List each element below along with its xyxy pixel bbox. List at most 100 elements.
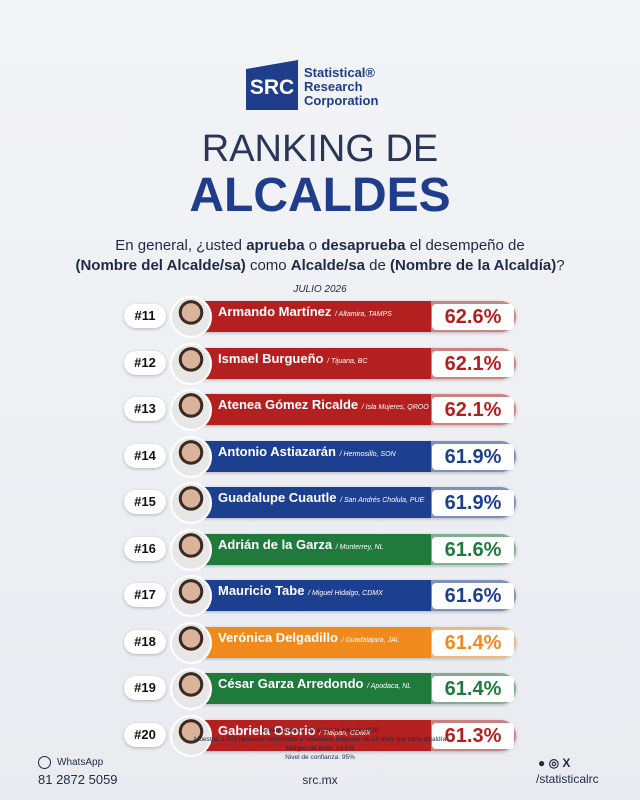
whatsapp: WhatsApp xyxy=(57,757,104,769)
approval: 61.3% xyxy=(432,722,514,749)
photo xyxy=(170,575,212,617)
photo xyxy=(170,621,212,664)
candidate-name: Mauricio Tabe xyxy=(218,583,305,598)
ranking-row: #11 Armando Martínez / Altamira, TAMPS 62.… xyxy=(0,296,640,338)
q-text: como xyxy=(245,257,291,274)
candidate-place: / Tijuana, BC xyxy=(327,357,368,365)
logo-line: Corporation xyxy=(304,93,379,108)
question-line: En general, ¿usted aprueba o desaprueba … xyxy=(0,236,640,256)
candidate-name: César Garza Arredondo xyxy=(218,676,364,691)
candidate-name: Adrián de la Garza xyxy=(218,536,333,552)
q-text: aprueba xyxy=(246,237,305,254)
ranking-row: #20 Gabriela Osorio / Tlalpan, CDMX 61.3% xyxy=(0,714,640,757)
ranking-row: #19 César Garza Arredondo / Apodaca, NL 61… xyxy=(0,668,640,710)
approval: 61.6% xyxy=(432,583,514,609)
candidate-place: / Monterrey, NL xyxy=(335,543,384,551)
candidate-place: / Isla Mujeres, QROO xyxy=(361,404,429,411)
note: Margen de error: ±3.1% xyxy=(285,745,355,752)
candidate: César Garza Arredondo / Apodaca, NL xyxy=(218,676,411,691)
approval: 61.4% xyxy=(432,676,514,702)
ranking-row: #16 Adrián de la Garza / Monterrey, NL 61.… xyxy=(0,528,640,571)
q-text: Alcalde/sa xyxy=(290,257,366,274)
logo-text: Statistical® Research Corporation xyxy=(304,66,378,108)
photo xyxy=(170,528,212,571)
note: Levantamiento: 22 al 24 de julio de 2026 xyxy=(261,727,379,734)
approval: 61.9% xyxy=(432,490,514,516)
note: Nivel de confianza: 95% xyxy=(285,754,355,761)
photo xyxy=(170,668,212,710)
candidate-place: / Altamira, TAMPS xyxy=(335,311,392,318)
approval: 61.6% xyxy=(432,536,514,563)
candidate: Atenea Gómez Ricalde / Isla Mujeres, QRO… xyxy=(218,397,429,412)
candidate-name: Armando Martínez xyxy=(218,304,332,319)
candidate-name: Ismael Burgueño xyxy=(218,350,324,366)
photo xyxy=(170,342,212,385)
logo-line: Statistical® xyxy=(304,65,375,80)
q-text: En general, ¿usted xyxy=(115,237,247,254)
q-text: de xyxy=(365,257,391,274)
candidate: Verónica Delgadillo / Guadalajara, JAL xyxy=(218,630,400,645)
candidate-place: / Apodaca, NL xyxy=(367,683,412,690)
candidate-place: / Tlalpan, CDMX xyxy=(319,729,371,737)
candidate-name: Antonio Astiazarán xyxy=(218,443,336,459)
q-text: (Nombre de la Alcaldía) xyxy=(390,257,557,274)
rank: #16 xyxy=(124,536,166,561)
question: En general, ¿usted aprueba o desaprueba … xyxy=(0,236,640,276)
question-line: (Nombre del Alcalde/sa) como Alcalde/sa … xyxy=(0,256,640,276)
rank: #15 xyxy=(124,490,166,514)
whatsapp-label: WhatsApp xyxy=(38,756,103,769)
ranking-row: #14 Antonio Astiazarán / Hermosillo, SON 6… xyxy=(0,435,640,478)
candidate-place: / Hermosillo, SON xyxy=(339,450,396,458)
website[interactable]: src.mx xyxy=(302,773,338,787)
q-text: ? xyxy=(556,257,565,274)
phone[interactable]: 81 2872 5059 xyxy=(38,772,118,787)
q-text: o xyxy=(304,237,322,254)
social-icons: ● ◎ X xyxy=(538,756,571,770)
candidate-place: / San Andrés Cholula, PUE xyxy=(340,497,425,504)
ranking-row: #18 Verónica Delgadillo / Guadalajara, JA… xyxy=(0,621,640,664)
rank: #18 xyxy=(124,629,166,654)
rank: #12 xyxy=(124,350,166,375)
ranking-row: #15 Guadalupe Cuautle / San Andrés Cholul… xyxy=(0,482,640,524)
candidate-name: Gabriela Osorio xyxy=(218,722,316,738)
q-text: desaprueba xyxy=(321,237,406,254)
note: Muestra: 1,000 llamadas telefónicas a in… xyxy=(193,736,447,743)
ranking-row: #13 Atenea Gómez Ricalde / Isla Mujeres, … xyxy=(0,389,640,431)
q-text: el desempeño de xyxy=(405,237,525,254)
candidate-place: / Miguel Hidalgo, CDMX xyxy=(308,590,383,597)
photo xyxy=(170,296,212,338)
photo xyxy=(170,435,212,478)
rank: #14 xyxy=(124,443,166,468)
rank: #20 xyxy=(124,722,166,747)
approval: 61.9% xyxy=(432,443,514,470)
ranking-row: #12 Ismael Burgueño / Tijuana, BC 62.1% xyxy=(0,342,640,385)
social-handle[interactable]: /statisticalrc xyxy=(536,772,599,786)
approval: 62.1% xyxy=(432,397,514,423)
subtitle: ALCALDES xyxy=(189,169,451,222)
rank: #13 xyxy=(124,397,166,421)
rank: #11 xyxy=(124,304,166,328)
photo xyxy=(170,714,212,757)
ranking-row: #17 Mauricio Tabe / Miguel Hidalgo, CDMX 6… xyxy=(0,575,640,617)
photo xyxy=(170,482,212,524)
candidate: Gabriela Osorio / Tlalpan, CDMX xyxy=(218,723,371,738)
title: RANKING DE xyxy=(201,128,439,170)
candidate-name: Verónica Delgadillo xyxy=(218,629,338,645)
logo-mark: SRC xyxy=(246,60,298,110)
q-text: (Nombre del Alcalde/sa) xyxy=(75,257,246,274)
candidate-name: Guadalupe Cuautle xyxy=(218,490,337,505)
candidate: Mauricio Tabe / Miguel Hidalgo, CDMX xyxy=(218,583,383,598)
methodology: Levantamiento: 22 al 24 de julio de 2026… xyxy=(0,726,640,762)
approval: 62.6% xyxy=(432,304,514,330)
logo-line: Research xyxy=(304,79,363,94)
candidate: Ismael Burgueño / Tijuana, BC xyxy=(218,351,368,366)
rank: #17 xyxy=(124,583,166,607)
candidate: Armando Martínez / Altamira, TAMPS xyxy=(218,304,392,319)
photo xyxy=(170,389,212,431)
candidate: Adrián de la Garza / Monterrey, NL xyxy=(218,537,384,552)
rank: #19 xyxy=(124,676,166,700)
candidate: Guadalupe Cuautle / San Andrés Cholula, … xyxy=(218,490,424,505)
approval: 61.4% xyxy=(432,629,514,656)
candidate-name: Atenea Gómez Ricalde xyxy=(218,397,359,412)
